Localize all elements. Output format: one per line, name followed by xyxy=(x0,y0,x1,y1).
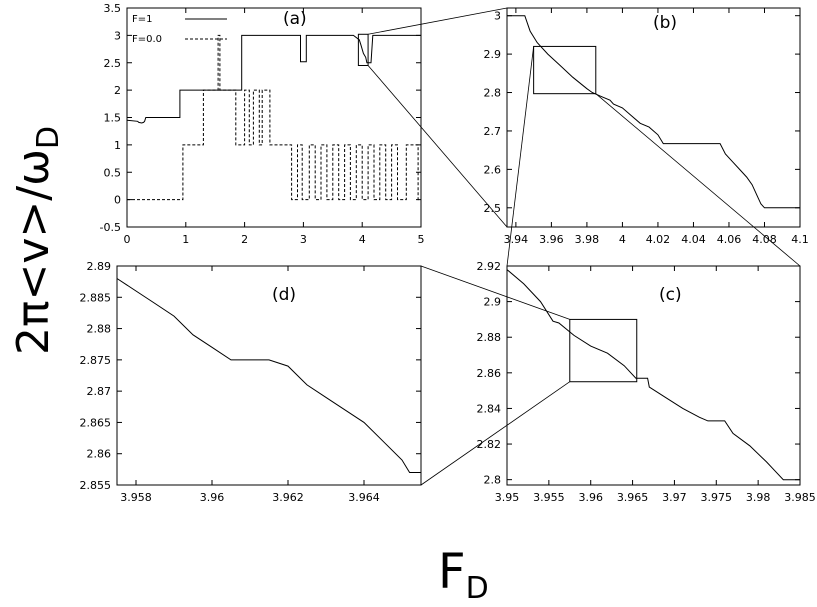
y-tick-label: 2.5 xyxy=(484,202,502,215)
x-tick-label: 3.95 xyxy=(495,491,520,504)
y-tick-label: 2.9 xyxy=(484,48,502,61)
zoom-connector-b-to-c xyxy=(506,46,535,267)
x-tick-label: 4.06 xyxy=(717,233,742,246)
x-tick-label: 3.975 xyxy=(701,491,733,504)
x-tick-label: 4 xyxy=(359,233,366,246)
zoom-connector-c-to-d xyxy=(420,265,570,320)
x-tick-label: 4 xyxy=(619,233,626,246)
x-axis-label-main: F xyxy=(438,544,466,600)
legend-label: F=0.0 xyxy=(132,34,162,45)
x-tick-label: 3.962 xyxy=(272,491,304,504)
plot-frame-d xyxy=(116,265,422,486)
y-tick-label: 2.8 xyxy=(484,87,502,100)
y-tick-label: 0.5 xyxy=(104,166,122,179)
x-tick-label: 1 xyxy=(182,233,189,246)
series-line-panel-b xyxy=(507,15,800,209)
panel-label-b: (b) xyxy=(653,13,677,33)
x-tick-label: 3.96 xyxy=(539,233,564,246)
y-tick-label: 2.8 xyxy=(484,474,502,487)
y-tick-label: 2.885 xyxy=(80,291,112,304)
y-tick-label: 1.5 xyxy=(104,112,122,125)
panel-c: 3.95 3.955 3.96 3.965 3.97 3.975 3.98 3.9852.82… xyxy=(477,260,816,504)
x-tick-label: 3.94 xyxy=(504,233,529,246)
x-tick-label: 3 xyxy=(300,233,307,246)
x-tick-label: 3.98 xyxy=(575,233,600,246)
y-tick-label: 2.5 xyxy=(104,57,122,70)
panel-a: 0 1 2 3 4 5-0.500.511.522.533.5(a)F=1F=0.0 xyxy=(100,2,425,246)
x-tick-label: 4.1 xyxy=(791,233,809,246)
zoom-connector-c-to-d xyxy=(420,381,571,486)
zoom-box-c-to-d xyxy=(569,318,638,383)
y-axis-label-sub: D xyxy=(31,126,66,149)
y-tick-label: 2.875 xyxy=(80,354,112,367)
plot-frame-b xyxy=(506,7,801,228)
x-tick-label: 3.958 xyxy=(120,491,152,504)
series-line-panel-d xyxy=(116,278,421,473)
plot-frame-c xyxy=(506,265,801,486)
y-tick-label: -0.5 xyxy=(100,221,121,234)
series-f-1-panel-a xyxy=(126,34,421,124)
x-tick-label: 0 xyxy=(124,233,131,246)
series-f-0-0-panel-a xyxy=(127,34,421,201)
zoom-box-a-to-b xyxy=(357,33,369,66)
y-tick-label: 3.5 xyxy=(104,2,122,15)
zoom-connector-b-to-c xyxy=(595,93,801,267)
zoom-connector-a-to-b xyxy=(367,65,508,228)
y-tick-label: 2.87 xyxy=(87,385,112,398)
y-tick-label: 2.92 xyxy=(477,260,502,273)
x-tick-label: 2 xyxy=(241,233,248,246)
panel-d: 3.958 3.96 3.962 3.964 2.855 2.86 2.865 2.87 2.8… xyxy=(80,260,422,504)
y-tick-label: 2.88 xyxy=(87,323,112,336)
x-tick-label: 4.04 xyxy=(681,233,706,246)
y-tick-label: 2.86 xyxy=(477,367,502,380)
x-axis-label-sub: D xyxy=(466,571,489,606)
series-line-panel-c xyxy=(506,269,800,481)
panel-b: 3.94 3.96 3.98 4 4.02 4.04 4.06 4.08 4.1 2.5 2.6 2.… xyxy=(484,7,809,246)
zoom-connector-lines xyxy=(367,7,801,486)
x-axis-label: FD xyxy=(438,544,489,606)
y-tick-label: 2.84 xyxy=(477,402,502,415)
y-axis-label: 2π<v>/ωD xyxy=(8,126,66,355)
x-tick-label: 3.98 xyxy=(746,491,771,504)
x-tick-label: 5 xyxy=(418,233,425,246)
x-tick-label: 3.96 xyxy=(200,491,225,504)
y-tick-label: 2.88 xyxy=(477,331,502,344)
x-tick-label: 3.96 xyxy=(578,491,603,504)
panel-label-d: (d) xyxy=(272,285,296,305)
y-tick-label: 2.89 xyxy=(87,260,112,273)
y-tick-label: 2.865 xyxy=(80,416,112,429)
y-tick-label: 3 xyxy=(114,29,121,42)
x-tick-label: 3.955 xyxy=(533,491,565,504)
y-tick-label: 2 xyxy=(114,84,121,97)
x-tick-label: 3.964 xyxy=(348,491,380,504)
panels: 0 1 2 3 4 5-0.500.511.522.533.5(a)F=1F=0.03.9… xyxy=(80,2,816,504)
y-tick-label: 2.9 xyxy=(484,296,502,309)
zoom-connector-a-to-b xyxy=(368,7,508,35)
zoom-box-b-to-c xyxy=(533,45,597,95)
y-tick-label: 2.7 xyxy=(484,125,502,138)
y-axis-label-main: 2π<v>/ω xyxy=(8,149,59,355)
x-tick-label: 3.985 xyxy=(784,491,816,504)
panel-label-a: (a) xyxy=(283,9,307,29)
y-tick-label: 2.6 xyxy=(484,163,502,176)
x-tick-label: 3.97 xyxy=(662,491,687,504)
x-tick-label: 4.08 xyxy=(752,233,777,246)
y-tick-label: 2.86 xyxy=(87,448,112,461)
y-tick-label: 1 xyxy=(114,139,121,152)
y-tick-label: 0 xyxy=(114,194,121,207)
panel-label-c: (c) xyxy=(659,285,682,305)
x-tick-label: 4.02 xyxy=(646,233,671,246)
x-tick-label: 3.965 xyxy=(617,491,649,504)
legend-label: F=1 xyxy=(132,14,153,25)
y-tick-label: 2.82 xyxy=(477,438,502,451)
y-tick-label: 3 xyxy=(494,10,501,23)
y-tick-label: 2.855 xyxy=(80,479,112,492)
